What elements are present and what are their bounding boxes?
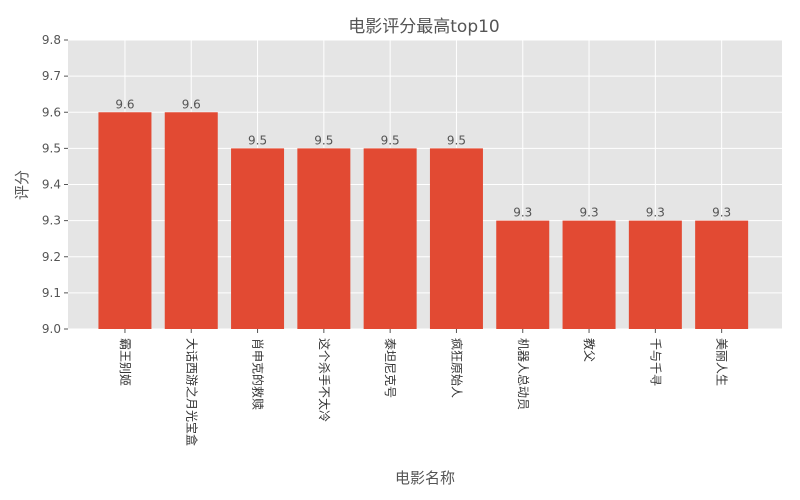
- x-tick-label: 这个杀手不太冷: [317, 338, 332, 422]
- y-tick-label: 9.4: [42, 178, 61, 192]
- bar-value-label: 9.3: [513, 206, 532, 220]
- bar-value-label: 9.5: [447, 133, 466, 147]
- x-tick-label: 教父: [582, 338, 597, 362]
- bar: [98, 112, 152, 329]
- y-tick-label: 9.8: [42, 33, 61, 47]
- bar-value-label: 9.5: [381, 133, 400, 147]
- bar-labels-group: 9.6 9.6 9.5 9.5 9.5 9.5 9.3 9.3 9.3 9.3: [115, 97, 731, 219]
- y-tick-label: 9.6: [42, 105, 61, 119]
- y-axis-label: 评分: [13, 170, 31, 200]
- x-tick-label: 疯狂原始人: [449, 338, 464, 398]
- bar-value-label: 9.6: [115, 97, 134, 111]
- x-axis-label: 电影名称: [395, 469, 455, 487]
- bar: [496, 220, 550, 329]
- bar-value-label: 9.3: [646, 206, 665, 220]
- x-tick-label: 机器人总动员: [516, 338, 530, 410]
- y-tick-label: 9.5: [42, 141, 61, 155]
- bar: [164, 112, 218, 329]
- bar-value-label: 9.5: [314, 133, 333, 147]
- bar-value-label: 9.3: [580, 206, 599, 220]
- x-tick-label: 千与千寻: [648, 338, 662, 386]
- x-tick-label: 美丽人生: [715, 338, 729, 386]
- y-tick-label: 9.3: [42, 214, 61, 228]
- y-axis-ticks: 9.0 9.1 9.2 9.3 9.4 9.5 9.6 9.7 9.8: [42, 33, 68, 336]
- y-tick-label: 9.0: [42, 322, 61, 336]
- y-tick-label: 9.7: [42, 69, 61, 83]
- x-tick-label: 大话西游之月光宝盒: [184, 338, 199, 446]
- bar-value-label: 9.6: [182, 97, 201, 111]
- y-tick-label: 9.1: [42, 286, 61, 300]
- bar: [363, 148, 417, 329]
- bar: [695, 220, 749, 329]
- bar: [429, 148, 483, 329]
- y-tick-label: 9.2: [42, 250, 61, 264]
- bar-value-label: 9.5: [248, 133, 267, 147]
- bar-value-label: 9.3: [712, 206, 731, 220]
- x-tick-label: 霸王别姬: [118, 338, 132, 386]
- chart-title: 电影评分最高top10: [348, 17, 500, 37]
- x-axis-ticks: 霸王别姬 大话西游之月光宝盒 肖申克的救赎 这个杀手不太冷 泰坦尼克号 疯狂原始人 机器人总…: [118, 329, 729, 446]
- x-tick-label: 泰坦尼克号: [383, 338, 397, 398]
- bar: [231, 148, 285, 329]
- x-tick-label: 肖申克的救赎: [251, 338, 266, 410]
- bar: [297, 148, 351, 329]
- bar: [628, 220, 682, 329]
- bar: [562, 220, 616, 329]
- bars-group: [98, 112, 749, 329]
